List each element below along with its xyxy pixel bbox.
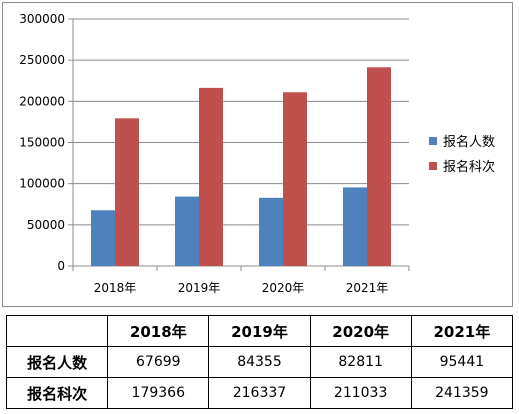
y-tick-label: 100000 <box>19 177 65 191</box>
y-tick-label: 200000 <box>19 94 65 108</box>
table-header-row: 2018年 2019年 2020年 2021年 <box>5 315 514 347</box>
table-row-label: 报名人数 <box>5 346 109 378</box>
y-tick-label: 0 <box>57 259 65 273</box>
table-header-cell: 2021年 <box>410 315 514 347</box>
table-cell: 211033 <box>309 377 412 409</box>
table-cell: 82811 <box>309 346 412 378</box>
bar-series-2 <box>283 92 307 266</box>
y-tick-label: 300000 <box>19 12 65 26</box>
y-tick-label: 150000 <box>19 136 65 150</box>
bar-series-2 <box>199 87 223 266</box>
table-cell: 179366 <box>107 377 210 409</box>
bar-series-1 <box>343 187 367 266</box>
table-cell: 84355 <box>208 346 311 378</box>
legend-label: 报名科次 <box>443 159 495 175</box>
x-tick-label: 2020年 <box>262 281 305 295</box>
data-table: 2018年 2019年 2020年 2021年 报名人数 67699 84355… <box>5 315 514 409</box>
x-tick-label: 2019年 <box>178 281 221 295</box>
table-header-cell: 2018年 <box>107 315 210 347</box>
legend-swatch <box>429 137 437 145</box>
bar-series-1 <box>91 210 115 266</box>
bar-chart: 0 50000 100000 150000 200000 250000 300000 2018… <box>19 12 495 295</box>
x-tick-label: 2018年 <box>94 281 137 295</box>
y-tick-label: 250000 <box>19 53 65 67</box>
table-cell: 67699 <box>107 346 210 378</box>
table-cell: 241359 <box>410 377 514 409</box>
table-row: 报名人数 67699 84355 82811 95441 <box>5 346 514 378</box>
bar-series-1 <box>259 197 283 266</box>
x-tick-label: 2021年 <box>346 281 389 295</box>
bar-series-2 <box>115 118 139 266</box>
table-cell: 95441 <box>410 346 514 378</box>
y-tick-label: 50000 <box>27 218 65 232</box>
legend-swatch <box>429 162 437 170</box>
table-header-cell: 2019年 <box>208 315 311 347</box>
table-row-label: 报名科次 <box>5 377 109 409</box>
table-row: 报名科次 179366 216337 211033 241359 <box>5 377 514 409</box>
table-corner-cell <box>5 315 109 347</box>
table-cell: 216337 <box>208 377 311 409</box>
table-header-cell: 2020年 <box>309 315 412 347</box>
bar-series-2 <box>367 67 391 266</box>
legend-label: 报名人数 <box>443 134 495 150</box>
bar-series-1 <box>175 196 199 266</box>
chart-frame <box>2 2 513 307</box>
